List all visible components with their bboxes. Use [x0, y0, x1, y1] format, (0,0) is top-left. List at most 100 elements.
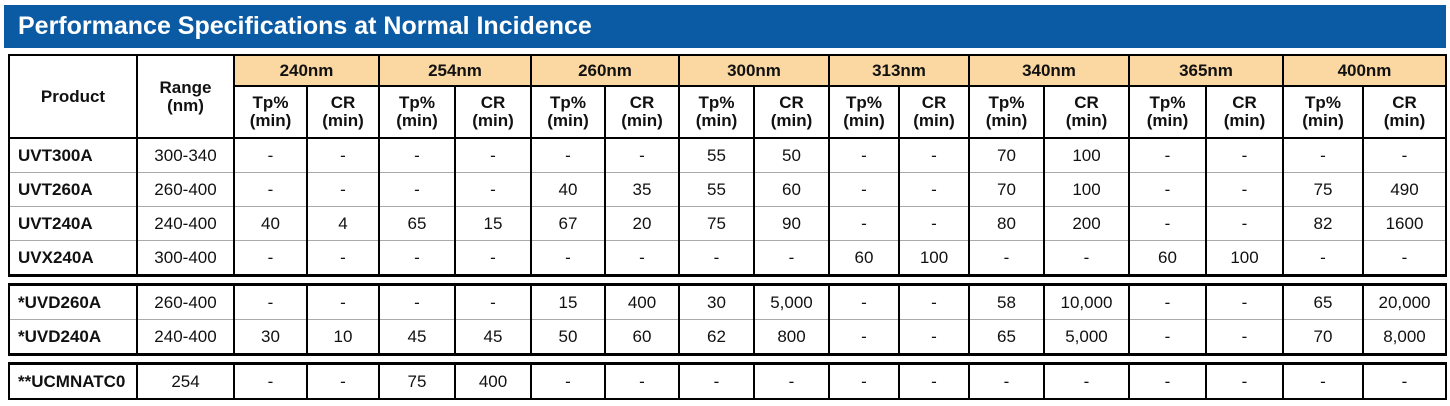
product-cell: UVT240A [8, 206, 138, 241]
cell: 1600 [1362, 206, 1447, 241]
cell: - [233, 172, 308, 207]
cell: 60 [753, 172, 830, 207]
table-row: UVT240A 240-400 40 4 65 15 67 20 75 90- -80 200- -82… [8, 206, 1447, 241]
cell: 254 [136, 363, 235, 400]
cell: 800 [753, 319, 830, 355]
cell: 70 [968, 137, 1045, 173]
cell: - [530, 137, 606, 173]
cell: - [898, 206, 970, 241]
cell: - [898, 363, 970, 400]
cell: - [1362, 137, 1447, 173]
cell: 100 [1205, 240, 1284, 276]
cell: - [1205, 319, 1284, 355]
subheader: CR (min) [898, 85, 970, 139]
cell: 75 [678, 206, 755, 241]
cell: - [530, 240, 606, 276]
cell: 30 [233, 319, 308, 355]
cell: - [454, 284, 532, 320]
cell: 75 [378, 363, 456, 400]
cell: - [968, 363, 1045, 400]
wavelength-header: 313nm [828, 54, 970, 87]
cell: - [1205, 363, 1284, 400]
subheader: Tp% (min) [1282, 85, 1364, 139]
cell: - [1205, 137, 1284, 173]
cell: 70 [1282, 319, 1364, 355]
cell: 50 [753, 137, 830, 173]
product-cell: UVT300A [8, 137, 138, 173]
cell: 300-340 [136, 137, 235, 173]
product-cell: UVX240A [8, 240, 138, 276]
cell: - [454, 137, 532, 173]
cell: 20 [604, 206, 680, 241]
table-row: **UCMNATC0 254- -75 400- - - - - - - - - - - - [8, 363, 1447, 400]
cell: 400 [454, 363, 532, 400]
cell: - [378, 172, 456, 207]
column-header: Product [8, 54, 138, 139]
cell: 40 [233, 206, 308, 241]
subheader: CR (min) [454, 85, 532, 139]
cell: - [898, 137, 970, 173]
cell: - [454, 172, 532, 207]
group-separator [9, 353, 1446, 365]
cell: - [678, 363, 755, 400]
cell: 240-400 [136, 206, 235, 241]
cell: - [753, 240, 830, 276]
product-cell: **UCMNATC0 [8, 363, 138, 400]
cell: 60 [604, 319, 680, 355]
cell: - [1128, 172, 1207, 207]
cell: - [1282, 137, 1364, 173]
cell: - [233, 363, 308, 400]
cell: - [233, 240, 308, 276]
cell: - [1205, 206, 1284, 241]
cell: 10,000 [1043, 284, 1130, 320]
cell: 200 [1043, 206, 1130, 241]
cell: - [1128, 284, 1207, 320]
cell: - [454, 240, 532, 276]
cell: 55 [678, 172, 755, 207]
cell: - [828, 284, 900, 320]
cell: 80 [968, 206, 1045, 241]
cell: 15 [454, 206, 532, 241]
cell: 50 [530, 319, 606, 355]
wavelength-header: 254nm [378, 54, 532, 87]
cell: - [898, 172, 970, 207]
subheader: Tp% (min) [378, 85, 456, 139]
cell: - [530, 363, 606, 400]
cell: 15 [530, 284, 606, 320]
cell: 90 [753, 206, 830, 241]
cell: 58 [968, 284, 1045, 320]
wavelength-header: 240nm [233, 54, 380, 87]
product-cell: *UVD240A [8, 319, 138, 355]
cell: - [678, 240, 755, 276]
cell: 300-400 [136, 240, 235, 276]
cell: 55 [678, 137, 755, 173]
product-cell: *UVD260A [8, 284, 138, 320]
cell: 260-400 [136, 284, 235, 320]
cell: 75 [1282, 172, 1364, 207]
cell: - [306, 137, 380, 173]
cell: 45 [378, 319, 456, 355]
cell: - [1362, 240, 1447, 276]
cell: 70 [968, 172, 1045, 207]
cell: 65 [378, 206, 456, 241]
cell: - [1205, 284, 1284, 320]
table-row: UVX240A 300-400- - - - - - - -60 100- -60 100- - [8, 240, 1447, 276]
cell: - [1128, 363, 1207, 400]
cell: 5,000 [753, 284, 830, 320]
spec-table: Product Range (nm) 240nm 254nm 260nm 300nm 313… [8, 54, 1447, 400]
cell: - [306, 172, 380, 207]
cell: - [1043, 240, 1130, 276]
wavelength-header: 365nm [1128, 54, 1284, 87]
product-cell: UVT260A [8, 172, 138, 207]
separator [9, 274, 1446, 286]
separator [9, 353, 1446, 365]
cell: - [828, 137, 900, 173]
cell: - [233, 284, 308, 320]
cell: - [604, 137, 680, 173]
cell: - [233, 137, 308, 173]
cell: 40 [530, 172, 606, 207]
cell: 45 [454, 319, 532, 355]
subheader: Tp% (min) [530, 85, 606, 139]
table-row: *UVD240A 240-400 30 10 45 45 50 60 62 800- -65 5,00… [8, 319, 1447, 355]
